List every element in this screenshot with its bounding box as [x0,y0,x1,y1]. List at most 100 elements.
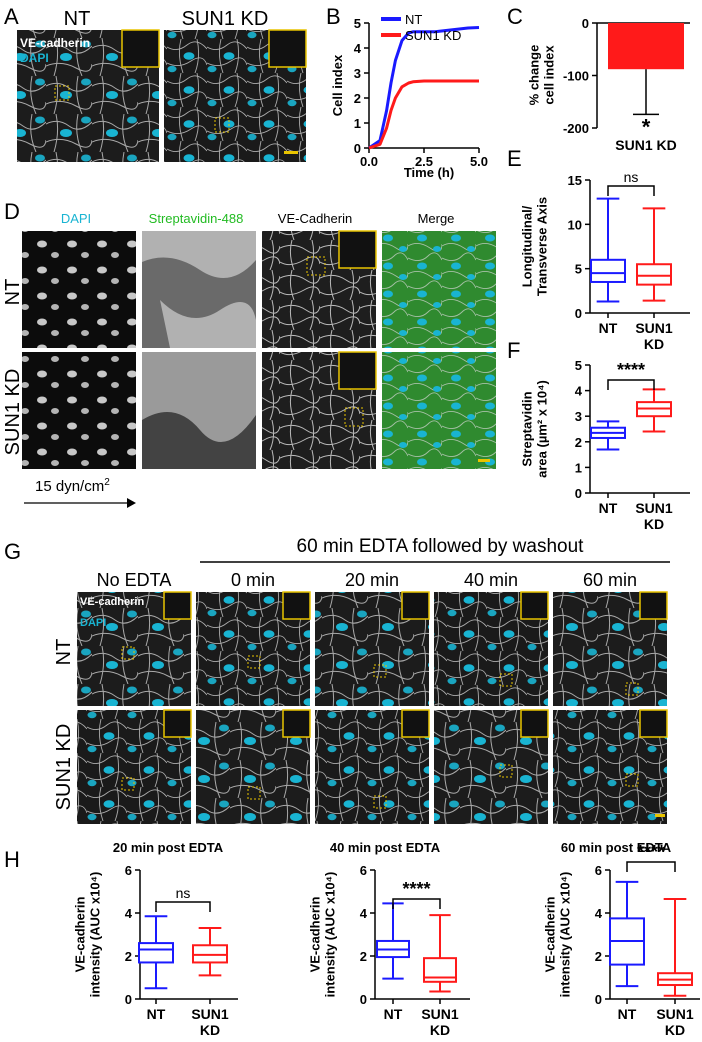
streptavidin-blobs-kd [142,412,256,469]
roi-g [499,673,513,687]
y-tick-label: 0 [354,141,361,156]
y-tick-label: 4 [595,906,603,921]
y-tick-label: 10 [568,217,582,232]
y-axis-label-line: intensity (AUC x10⁴) [323,872,338,998]
roi-g [247,786,261,800]
y-tick-label: 5 [354,16,361,31]
y-axis-label-line: Transverse Axis [535,197,550,296]
y-axis-label-line: cell index [542,45,557,105]
significance-bracket [607,185,655,196]
box-sun1-kd [636,263,672,286]
y-axis-label-line: area (µm² x 10⁴) [535,380,550,478]
significance-marker: * [642,114,651,139]
y-tick-label: 6 [125,863,132,878]
roi-g [121,777,135,791]
roi-g [373,795,387,809]
inset-d-kd [338,351,377,390]
y-tick-label: 4 [575,384,583,399]
y-tick-label: 3 [575,409,582,424]
chart-title: 60 min post EDTA [561,840,672,855]
label-dapi-a: DAPI [20,51,49,65]
box-sun1-kd [192,944,228,964]
y-axis-label: VE-cadherinintensity (AUC x10⁴) [308,872,338,998]
panel-g-col-title: 60 min [583,570,637,590]
scale-bar-d [478,459,490,462]
flow-arrowhead [127,498,136,508]
panel-g-header: 60 min EDTA followed by washout [297,536,585,557]
panel-letter-b: B [326,4,341,29]
panel-letter-a: A [4,4,19,29]
significance-label: **** [637,842,665,862]
inset-g [520,709,549,738]
chart-c: 0 -100 -200 *SUN1 KD % changecell index [527,16,690,153]
x-tick-label: KD [644,516,664,532]
roi-g [625,773,639,787]
x-tick-label: 2.5 [415,154,433,169]
panel-d-col-vecadherin: VE-Cadherin [278,211,352,226]
chart-b: 0 1 2 3 4 5 0.0 2.5 5.0 Time (h) Cell index NTSUN1 … [330,12,488,180]
significance-bracket [607,379,655,390]
x-tick-label: 0.0 [360,154,378,169]
roi-d-kd [344,407,364,427]
scale-bar-g [655,814,665,817]
roi-g [373,664,387,678]
y-tick-label: 15 [568,173,582,188]
x-tick-label: SUN1 [635,320,673,336]
inset-a-nt [121,29,160,68]
panel-d-col-dapi: DAPI [61,211,91,226]
box-sun1-kd [423,957,457,983]
y-tick-label: 1 [575,460,582,475]
significance-label: **** [402,879,430,899]
significance-label: **** [617,360,645,380]
x-tick-label: SUN1 [191,1006,229,1022]
panel-g-col-title: 40 min [464,570,518,590]
panel-g-row-sun1kd: SUN1 KD [53,724,75,811]
y-tick-label: 1 [354,116,361,131]
panel-letter-g: G [4,539,21,564]
inset-g [401,591,430,620]
x-tick-label: NT [384,1006,403,1022]
inset-g [282,709,311,738]
inset-g [520,591,549,620]
y-tick-label: 3 [354,66,361,81]
y-tick-label: 0 [125,992,132,1007]
legend-label: SUN1 KD [405,28,461,43]
y-tick-label: 4 [125,906,133,921]
micrograph-d-nt-dapi [22,231,136,348]
label-ve-cadherin-a: VE-cadherin [20,36,90,50]
significance-bracket [626,861,676,872]
roi-g [499,764,513,778]
y-tick-label: 4 [360,906,368,921]
chart-title: 20 min post EDTA [113,840,224,855]
x-tick-label: KD [200,1022,220,1038]
roi-a-sun1kd [214,117,230,133]
y-axis-label: % changecell index [527,45,557,106]
significance-label: ns [624,169,639,185]
y-axis-label: VE-cadherinintensity (AUC x10⁴) [543,872,573,998]
inset-d-nt [338,230,377,269]
y-axis-label-line: Longitudinal/ [520,205,535,287]
y-axis-label-line: intensity (AUC x10⁴) [88,872,103,998]
x-tick-label: NT [147,1006,166,1022]
y-axis-label-line: intensity (AUC x10⁴) [558,872,573,998]
y-tick-label: 6 [360,863,367,878]
y-axis-label-line: Streptavidin [520,391,535,466]
legend-label: NT [405,12,422,27]
y-tick-label: 0 [582,16,589,31]
y-tick-label: 0 [575,306,582,321]
flow-label: 15 dyn/cm2 [35,477,110,495]
streptavidin-blobs-nt [142,231,256,348]
inset-g [639,591,668,620]
chart-title: 40 min post EDTA [330,840,441,855]
label-dapi-g: DAPI [80,617,106,629]
y-tick-label: 2 [575,435,582,450]
panel-g-col-title: No EDTA [97,570,172,590]
x-axis-label: Time (h) [404,165,454,180]
inset-g [401,709,430,738]
y-tick-label: -200 [563,121,589,136]
label-ve-cadherin-g-2: VE-cadherin [80,596,144,608]
